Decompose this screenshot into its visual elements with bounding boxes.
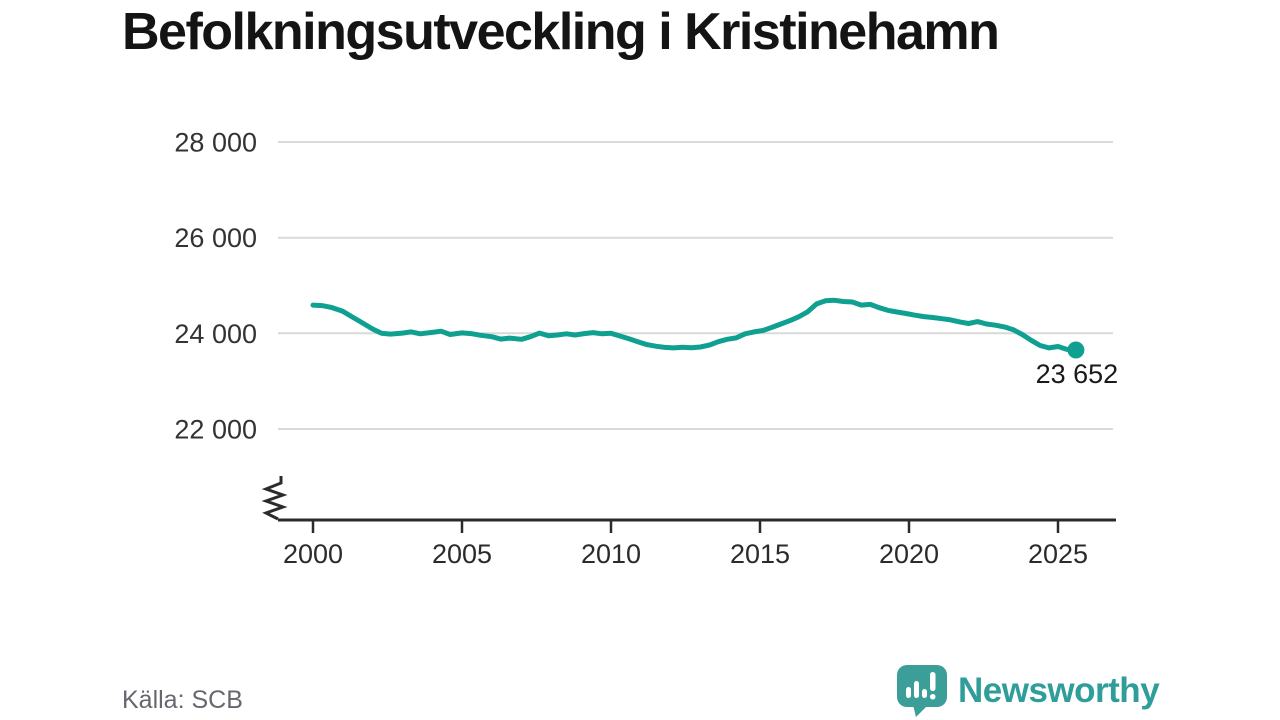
newsworthy-wordmark: Newsworthy: [958, 671, 1160, 710]
y-axis-tick-label: 24 000: [174, 319, 257, 349]
y-axis-tick-label: 28 000: [174, 128, 257, 158]
series-end-value-label: 23 652: [1036, 359, 1119, 389]
y-axis-tick-label: 26 000: [174, 223, 257, 253]
x-axis-tick-label: 2000: [283, 539, 343, 569]
population-series-line: [310, 297, 1079, 353]
x-axis-tick-label: 2010: [581, 539, 641, 569]
source-note: Källa: SCB: [122, 686, 243, 714]
x-axis-tick-label: 2025: [1028, 539, 1088, 569]
chart-title: Befolkningsutveckling i Kristinehamn: [122, 3, 1000, 61]
x-axis-tick-label: 2020: [879, 539, 939, 569]
newsworthy-logo: Newsworthy: [896, 664, 1160, 718]
axis-break-zigzag-icon: [261, 476, 288, 521]
y-axis-tick-label: 22 000: [174, 415, 257, 445]
x-axis-tick-label: 2015: [730, 539, 790, 569]
series-end-point-marker: [1067, 341, 1085, 359]
newsworthy-speech-bubble-bar-chart-icon: [897, 665, 947, 717]
x-axis-tick-label: 2005: [432, 539, 492, 569]
